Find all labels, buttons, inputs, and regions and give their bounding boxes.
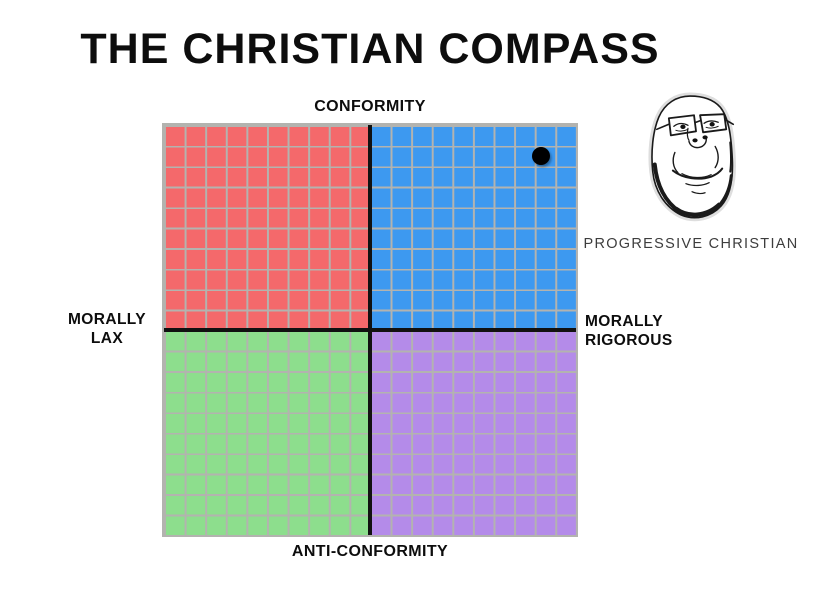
quadrant-bottom-right: [370, 330, 576, 535]
page-title: THE CHRISTIAN COMPASS: [80, 25, 660, 73]
annotation-label: PROGRESSIVE CHRISTIAN: [583, 236, 799, 252]
face-mouth: [671, 167, 724, 195]
x-axis-line: [164, 328, 576, 332]
compass-chart: [162, 123, 578, 537]
axis-label-anti-conformity: ANTI-CONFORMITY: [291, 543, 449, 560]
axis-label-line: MORALLY: [585, 313, 664, 330]
data-point-dot: [531, 146, 550, 165]
axis-label-morally-rigorous: MORALLY RIGOROUS: [585, 312, 695, 350]
face-eyes: [673, 120, 719, 132]
quadrant-top-left: [164, 125, 370, 330]
axis-label-line: MORALLY: [67, 311, 146, 328]
quadrant-bottom-left: [164, 330, 370, 535]
smiling-wojak-face-with-glasses-icon: [648, 92, 736, 222]
axis-label-morally-lax: MORALLY LAX: [56, 310, 158, 348]
axis-label-conformity: CONFORMITY: [314, 98, 426, 115]
axis-label-line: LAX: [90, 330, 124, 347]
axis-label-line: RIGOROUS: [585, 332, 673, 349]
face-nose: [686, 127, 708, 149]
